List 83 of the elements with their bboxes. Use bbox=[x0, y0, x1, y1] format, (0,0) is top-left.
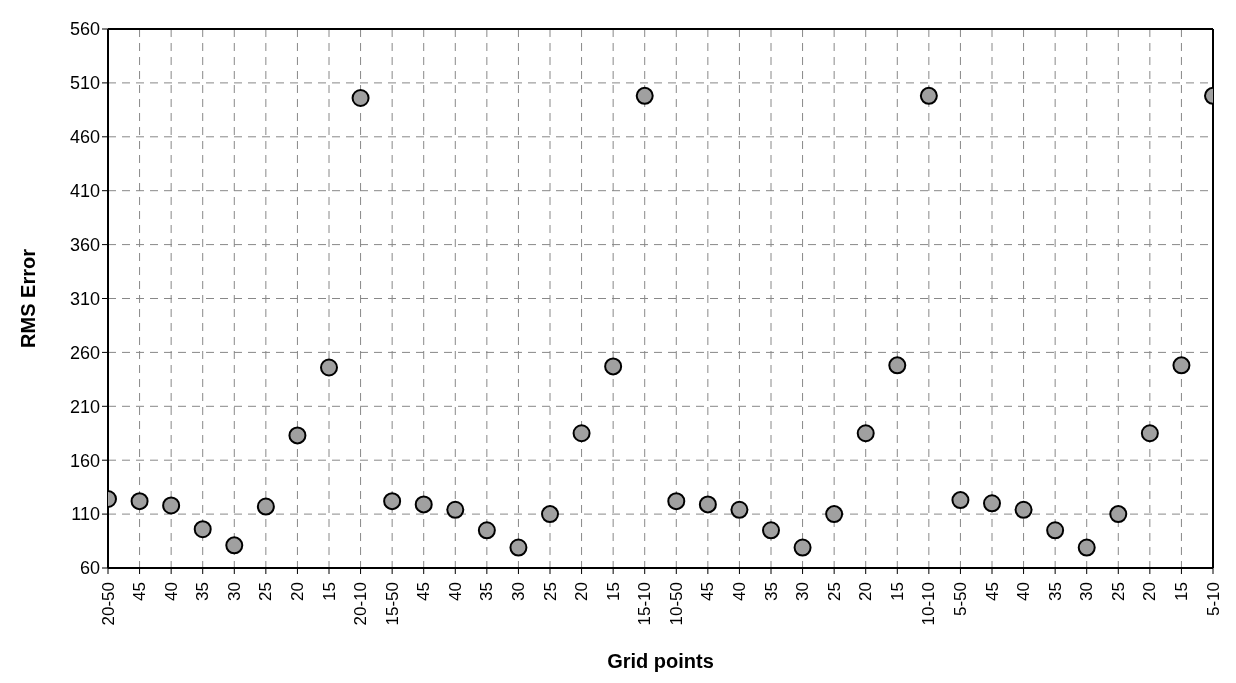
x-tick-label: 45 bbox=[698, 582, 718, 601]
x-tick-label: 30 bbox=[793, 582, 813, 601]
x-tick-label: 10-10 bbox=[919, 582, 939, 626]
x-tick-label: 30 bbox=[224, 582, 244, 601]
point bbox=[1109, 505, 1128, 524]
point bbox=[477, 521, 496, 540]
x-tick-label: 40 bbox=[445, 582, 465, 601]
x-tick-label: 35 bbox=[193, 582, 213, 601]
x-tick-label: 45 bbox=[130, 582, 150, 601]
y-axis-title: RMS Error bbox=[17, 248, 40, 348]
x-tick-label: 5-50 bbox=[950, 582, 970, 617]
y-tick-label: 310 bbox=[69, 288, 100, 309]
x-tick-label: 25 bbox=[540, 582, 560, 601]
point bbox=[919, 86, 938, 105]
y-tick-label: 460 bbox=[69, 127, 100, 148]
point bbox=[762, 521, 780, 540]
point bbox=[320, 358, 338, 377]
x-tick-label: 30 bbox=[1077, 582, 1097, 601]
point bbox=[541, 505, 559, 524]
x-tick-label: 10-50 bbox=[666, 582, 686, 626]
x-tick-label: 20 bbox=[856, 582, 876, 601]
y-tick-label: 60 bbox=[79, 558, 100, 579]
x-tick-label: 45 bbox=[414, 582, 434, 601]
point bbox=[1140, 424, 1159, 443]
x-tick-label: 15 bbox=[603, 582, 623, 601]
x-tick-label: 40 bbox=[161, 582, 181, 601]
point bbox=[509, 538, 528, 557]
x-tick-label: 45 bbox=[982, 582, 1002, 601]
point bbox=[288, 426, 307, 445]
point bbox=[225, 536, 244, 555]
y-tick-label: 410 bbox=[69, 181, 100, 202]
x-tick-label: 15-10 bbox=[635, 582, 655, 626]
x-tick-label: 15 bbox=[319, 582, 339, 601]
x-tick-label: 35 bbox=[761, 582, 781, 601]
point bbox=[856, 424, 875, 443]
y-tick-label: 160 bbox=[69, 450, 100, 471]
x-tick-label: 35 bbox=[477, 582, 497, 601]
point bbox=[825, 505, 844, 524]
y-tick-label: 110 bbox=[71, 504, 100, 525]
point bbox=[951, 491, 970, 510]
x-tick-label: 40 bbox=[729, 582, 749, 601]
point bbox=[888, 356, 907, 375]
x-tick-label: 20 bbox=[1140, 582, 1160, 601]
point bbox=[351, 88, 370, 107]
x-tick-label: 15-50 bbox=[382, 582, 402, 626]
point bbox=[414, 495, 433, 514]
point bbox=[667, 492, 686, 511]
y-tick-label: 560 bbox=[69, 19, 100, 40]
x-tick-label: 15 bbox=[1171, 582, 1191, 601]
x-tick-label: 40 bbox=[1014, 582, 1034, 601]
y-tick-label: 360 bbox=[69, 234, 100, 255]
x-tick-label: 5-10 bbox=[1203, 582, 1223, 617]
point bbox=[730, 500, 749, 519]
point bbox=[383, 492, 402, 511]
point bbox=[130, 492, 149, 511]
x-tick-label: 35 bbox=[1045, 582, 1065, 601]
point bbox=[572, 424, 591, 443]
point bbox=[635, 86, 654, 105]
point bbox=[256, 497, 275, 516]
point bbox=[698, 495, 717, 514]
point bbox=[1014, 500, 1033, 519]
x-tick-label: 25 bbox=[824, 582, 844, 601]
point bbox=[1077, 538, 1096, 557]
x-tick-label: 20-50 bbox=[98, 582, 118, 626]
point bbox=[162, 496, 181, 515]
x-tick-label: 25 bbox=[1108, 582, 1128, 601]
y-tick-label: 260 bbox=[69, 342, 100, 363]
point bbox=[983, 494, 1001, 513]
x-tick-label: 25 bbox=[256, 582, 276, 601]
point bbox=[193, 520, 212, 539]
x-tick-label: 20-10 bbox=[351, 582, 371, 626]
x-tick-label: 15 bbox=[887, 582, 907, 601]
point bbox=[1046, 521, 1065, 540]
point bbox=[604, 357, 623, 376]
y-tick-label: 210 bbox=[69, 396, 100, 417]
x-tick-label: 20 bbox=[572, 582, 592, 601]
point bbox=[446, 500, 465, 519]
x-tick-label: 20 bbox=[287, 582, 307, 601]
point bbox=[793, 538, 812, 557]
point bbox=[1172, 356, 1191, 375]
x-axis-title: Grid points bbox=[607, 650, 714, 672]
x-tick-label: 30 bbox=[508, 582, 528, 601]
y-tick-label: 510 bbox=[69, 73, 100, 94]
